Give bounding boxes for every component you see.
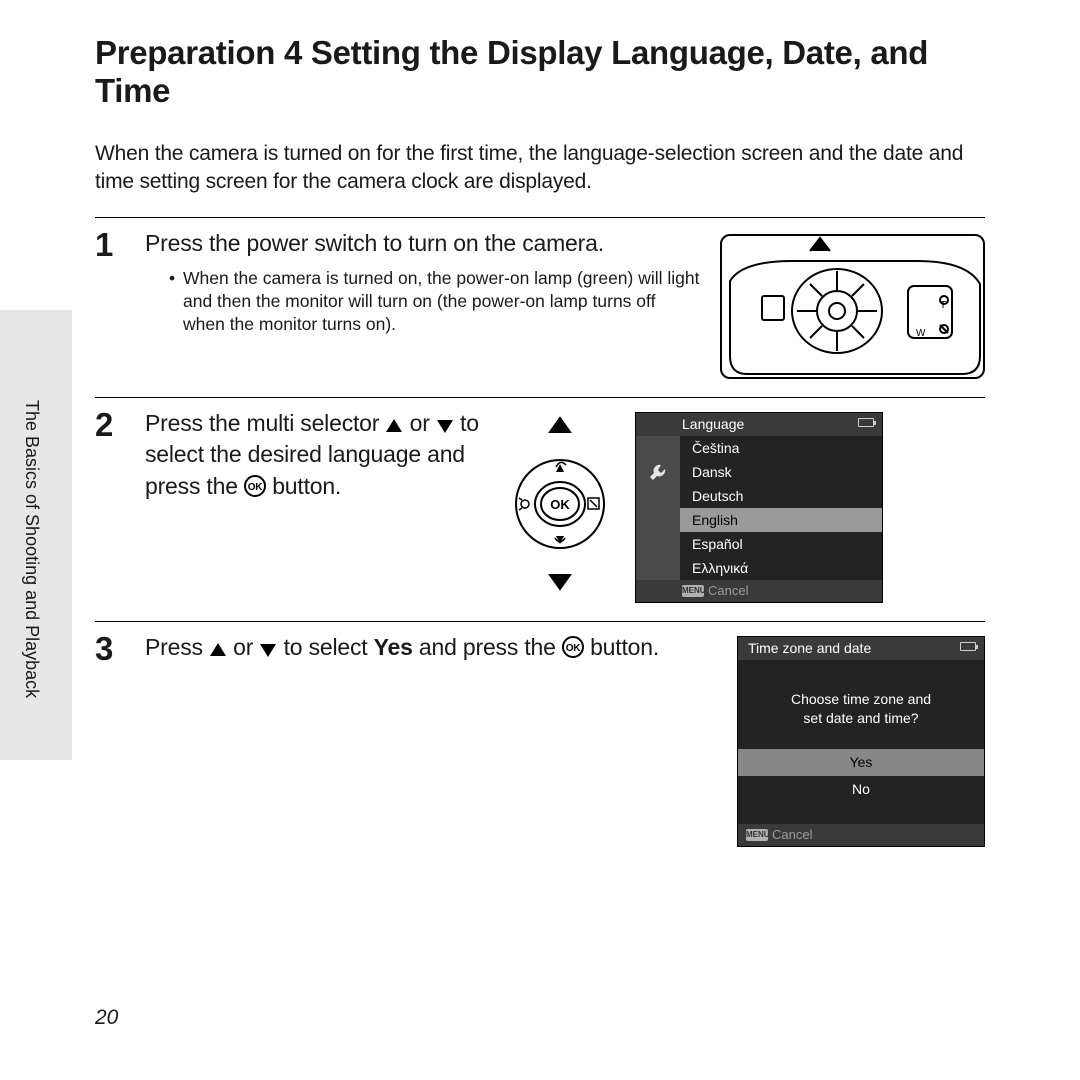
menu-badge: MENU xyxy=(746,829,768,841)
step-1-number: 1 xyxy=(95,228,123,379)
step-3-text-b: or xyxy=(227,634,259,660)
page-title: Preparation 4 Setting the Display Langua… xyxy=(0,0,1080,128)
step-2-number: 2 xyxy=(95,408,123,602)
lang-item-2: Deutsch xyxy=(680,484,882,508)
page-number: 20 xyxy=(95,1006,118,1030)
svg-text:T: T xyxy=(940,300,946,311)
timezone-prompt-2: set date and time? xyxy=(756,709,966,729)
step-1-heading: Press the power switch to turn on the ca… xyxy=(145,228,700,259)
step-2: 2 Press the multi selector or to select … xyxy=(95,397,985,620)
battery-icon xyxy=(858,418,874,427)
step-1: 1 Press the power switch to turn on the … xyxy=(95,217,985,397)
multi-selector-illustration: OK xyxy=(505,413,615,593)
lang-item-1: Dansk xyxy=(680,460,882,484)
lang-item-5: Ελληνικά xyxy=(680,556,882,580)
language-screen-title: Language xyxy=(682,416,744,433)
down-triangle-icon xyxy=(259,642,277,658)
step-3-text-d: and press the xyxy=(413,634,562,660)
step-3-yes: Yes xyxy=(374,634,413,660)
step-3-number: 3 xyxy=(95,632,123,847)
down-triangle-icon xyxy=(436,418,454,434)
step-3-text-e: button. xyxy=(584,634,659,660)
up-triangle-icon xyxy=(385,418,403,434)
svg-text:OK: OK xyxy=(566,643,582,654)
timezone-prompt-1: Choose time zone and xyxy=(756,690,966,710)
wrench-icon xyxy=(647,462,669,486)
camera-top-illustration: T W xyxy=(720,234,985,379)
step-1-bullet: When the camera is turned on, the power-… xyxy=(169,267,700,335)
language-screen: Language Čeština Dansk Deutsch English E… xyxy=(635,412,883,602)
svg-text:OK: OK xyxy=(550,497,570,512)
ok-button-icon: OK xyxy=(244,475,266,497)
step-3-heading: Press or to select Yes and press the OK … xyxy=(145,632,717,663)
battery-icon xyxy=(960,642,976,651)
side-section-label: The Basics of Shooting and Playback xyxy=(21,400,42,698)
lang-item-3: English xyxy=(680,508,882,532)
svg-text:W: W xyxy=(916,328,926,339)
up-triangle-icon xyxy=(209,642,227,658)
timezone-title: Time zone and date xyxy=(748,640,871,657)
timezone-yes: Yes xyxy=(738,749,984,777)
timezone-no: No xyxy=(756,776,966,804)
step-2-text-a: Press the multi selector xyxy=(145,410,385,436)
language-list: Čeština Dansk Deutsch English Español Ελ… xyxy=(680,436,882,580)
step-2-text-d: button. xyxy=(266,473,341,499)
lang-item-0: Čeština xyxy=(680,436,882,460)
ok-button-icon: OK xyxy=(562,636,584,658)
timezone-cancel-label: Cancel xyxy=(772,827,812,843)
step-3: 3 Press or to select Yes and press the O… xyxy=(95,621,985,865)
timezone-screen: Time zone and date Choose time zone and … xyxy=(737,636,985,847)
intro-paragraph: When the camera is turned on for the fir… xyxy=(0,128,1080,217)
svg-text:OK: OK xyxy=(248,482,264,493)
lang-item-4: Español xyxy=(680,532,882,556)
step-2-text-b: or xyxy=(403,410,435,436)
step-3-text-c: to select xyxy=(277,634,373,660)
menu-badge: MENU xyxy=(682,585,704,597)
language-cancel-label: Cancel xyxy=(708,583,748,599)
step-2-heading: Press the multi selector or to select th… xyxy=(145,408,485,501)
step-3-text-a: Press xyxy=(145,634,209,660)
